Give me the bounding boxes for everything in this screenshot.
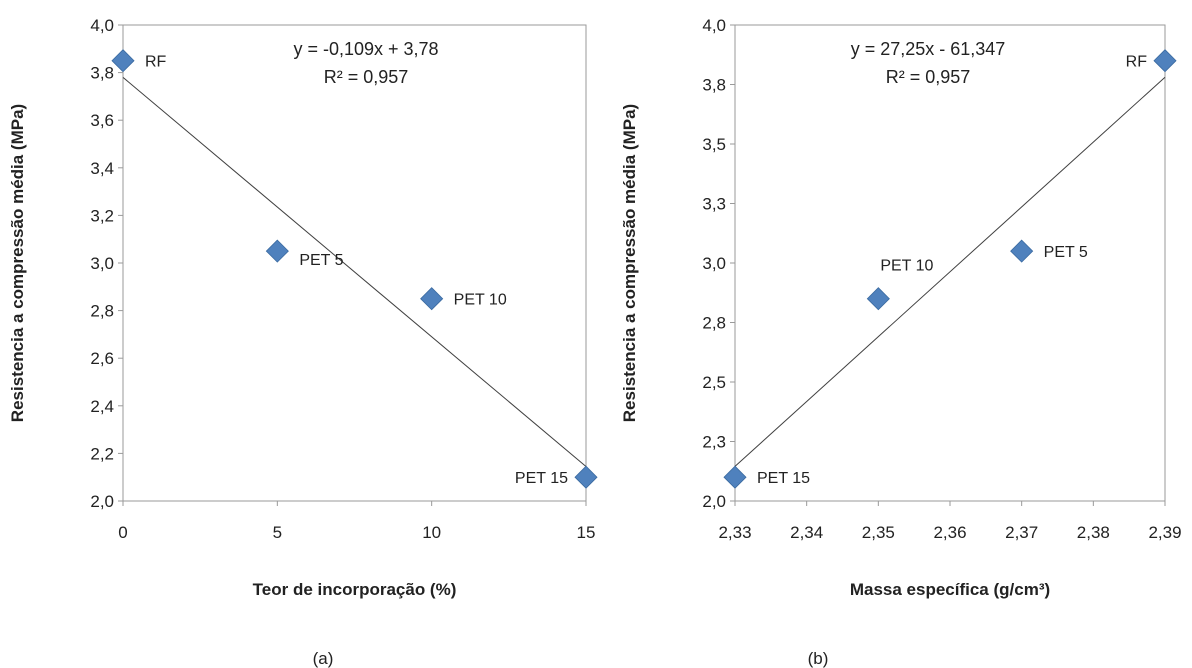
y-axis-title: Resistencia a compressão média (MPa) <box>620 104 639 422</box>
data-point <box>265 239 289 263</box>
y-tick-label: 3,8 <box>90 64 114 83</box>
x-tick-label: 2,33 <box>718 523 751 542</box>
y-tick-label: 3,2 <box>90 206 114 225</box>
data-point <box>723 465 747 489</box>
y-tick-label: 2,0 <box>90 492 114 511</box>
data-label: PET 10 <box>454 292 507 309</box>
y-tick-label: 3,6 <box>90 111 114 130</box>
y-tick-label: 2,3 <box>702 433 726 452</box>
x-tick-label: 0 <box>118 523 127 542</box>
trendline-equation: y = -0,109x + 3,78 <box>293 39 438 59</box>
chart-a: 2,0 2,2 2,4 2,6 2,8 3,0 3,2 3,4 3,6 3,8 4,0 0 5 10 15 y… <box>8 16 598 668</box>
y-tick-label: 2,8 <box>702 314 726 333</box>
x-tick-label: 2,37 <box>1005 523 1038 542</box>
trendline-r2: R² = 0,957 <box>886 67 971 87</box>
data-point <box>574 465 598 489</box>
y-tick-label: 2,8 <box>90 302 114 321</box>
y-tick-label: 2,4 <box>90 397 114 416</box>
y-tick-label: 2,6 <box>90 349 114 368</box>
x-tick-label: 2,35 <box>862 523 895 542</box>
data-label: PET 15 <box>515 470 568 487</box>
x-axis-title: Teor de incorporação (%) <box>253 580 457 599</box>
trendline-equation: y = 27,25x - 61,347 <box>851 39 1006 59</box>
trendline <box>734 76 1166 467</box>
data-label: PET 5 <box>299 252 343 269</box>
x-tick-label: 2,36 <box>933 523 966 542</box>
data-label: RF <box>145 54 167 71</box>
x-tick-label: 2,39 <box>1148 523 1181 542</box>
y-tick-label: 3,0 <box>702 254 726 273</box>
y-tick-label: 4,0 <box>702 16 726 35</box>
y-tick-label: 2,5 <box>702 373 726 392</box>
plot-area <box>734 24 1166 502</box>
y-tick-label: 2,2 <box>90 444 114 463</box>
plot-area <box>122 24 587 502</box>
data-label: PET 10 <box>880 258 933 275</box>
y-tick-label: 4,0 <box>90 16 114 35</box>
x-tick-label: 15 <box>577 523 596 542</box>
trendline <box>122 76 587 467</box>
data-point <box>1010 239 1034 263</box>
data-point <box>866 287 890 311</box>
x-tick-label: 2,38 <box>1077 523 1110 542</box>
data-point <box>420 287 444 311</box>
y-axis-title: Resistencia a compressão média (MPa) <box>8 104 27 422</box>
x-tick-label: 5 <box>273 523 282 542</box>
data-label: PET 15 <box>757 470 810 487</box>
chart-b: 2,0 2,3 2,5 2,8 3,0 3,3 3,5 3,8 4,0 2,33 2,34 2,35 2… <box>620 16 1182 668</box>
data-point <box>1153 49 1177 73</box>
trendline-r2: R² = 0,957 <box>324 67 409 87</box>
x-axis-title: Massa específica (g/cm³) <box>850 580 1050 599</box>
x-tick-label: 10 <box>422 523 441 542</box>
data-point <box>111 49 135 73</box>
y-tick-label: 3,5 <box>702 135 726 154</box>
x-tick-label: 2,34 <box>790 523 823 542</box>
data-label: PET 5 <box>1044 244 1088 261</box>
y-tick-label: 3,3 <box>702 195 726 214</box>
y-tick-label: 3,8 <box>702 76 726 95</box>
data-label: RF <box>1126 54 1148 71</box>
y-tick-label: 2,0 <box>702 492 726 511</box>
figure-caption: (b) <box>808 649 829 668</box>
figure-caption: (a) <box>313 649 334 668</box>
y-tick-label: 3,0 <box>90 254 114 273</box>
y-tick-label: 3,4 <box>90 159 114 178</box>
